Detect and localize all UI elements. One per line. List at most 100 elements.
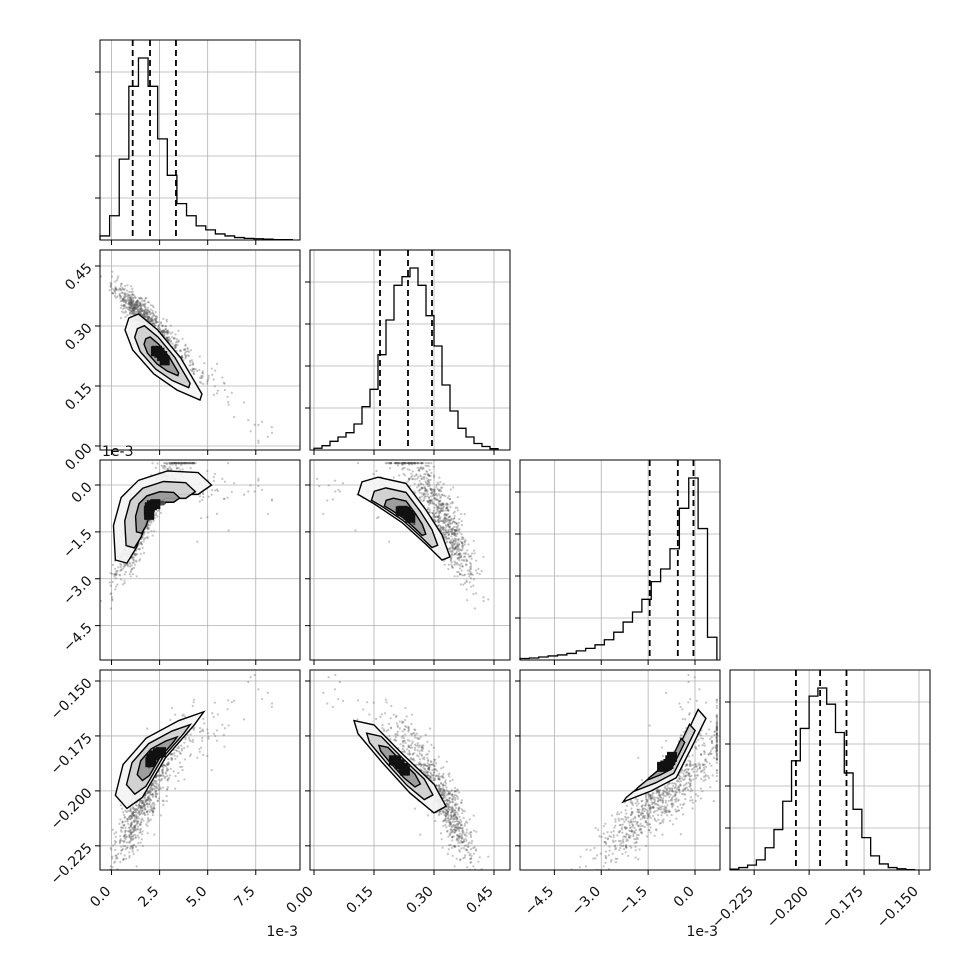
sample-point (128, 294, 131, 297)
sample-point (418, 467, 421, 470)
sample-point (165, 799, 168, 803)
sample-point (447, 567, 450, 571)
sample-point (411, 462, 414, 465)
sample-point (143, 807, 146, 810)
sample-point (413, 462, 416, 465)
sample-point (154, 789, 158, 792)
sample-point (422, 499, 426, 502)
sample-point (129, 816, 132, 819)
sample-point (451, 547, 454, 550)
sample-point (456, 797, 459, 800)
sample-point (442, 766, 445, 769)
sample-point (152, 801, 155, 804)
sample-point (382, 729, 386, 733)
sample-point (177, 462, 180, 465)
sample-point (467, 543, 470, 546)
sample-point (624, 809, 627, 812)
y-tick-label: 0.15 (62, 380, 95, 413)
sample-point (431, 490, 434, 493)
sample-point (230, 701, 233, 704)
sample-point (138, 547, 141, 551)
sample-point (649, 796, 652, 799)
sample-point (447, 534, 450, 537)
sample-point (450, 541, 453, 544)
sample-point (438, 503, 441, 506)
sample-point (142, 804, 145, 807)
sample-point (141, 809, 144, 812)
sample-point (140, 810, 143, 814)
sample-point (356, 718, 359, 721)
sample-point (437, 514, 441, 518)
sample-point (449, 547, 452, 551)
sample-point (454, 830, 457, 833)
sample-point (131, 812, 134, 815)
sample-point (651, 814, 655, 818)
sample-point (162, 803, 165, 806)
sample-point (109, 607, 113, 610)
sample-point (123, 839, 126, 843)
sample-point (450, 528, 453, 531)
sample-point (445, 531, 449, 534)
sample-point (453, 825, 456, 829)
sample-point (385, 701, 388, 704)
sample-point (433, 758, 436, 761)
sample-point (253, 423, 256, 426)
sample-point (160, 330, 163, 333)
sample-point (439, 509, 442, 512)
sample-point (403, 466, 406, 470)
sample-point (464, 539, 467, 542)
sample-point (174, 464, 178, 467)
sample-point (469, 567, 473, 570)
sample-point (469, 833, 473, 837)
sample-point (157, 775, 160, 778)
sample-point (414, 478, 417, 481)
sample-point (193, 462, 196, 465)
sample-point (136, 306, 139, 310)
sample-point (407, 745, 410, 748)
sample-point (145, 799, 149, 802)
sample-point (133, 843, 136, 847)
sample-point (457, 839, 460, 843)
sample-point (119, 578, 123, 581)
sample-point (388, 734, 391, 738)
sample-point (427, 767, 430, 770)
sample-point (189, 753, 192, 756)
sample-point (459, 556, 463, 559)
sample-point (186, 347, 189, 350)
sample-point (435, 483, 438, 487)
sample-point (120, 569, 123, 572)
sample-point (145, 527, 149, 530)
sample-point (159, 774, 162, 777)
sample-point (403, 751, 407, 754)
sample-point (147, 791, 150, 794)
sample-point (131, 845, 134, 848)
sample-point (428, 496, 431, 499)
sample-point (140, 818, 143, 821)
sample-point (187, 462, 191, 465)
sample-point (124, 848, 127, 851)
sample-point (439, 525, 442, 529)
y-tick-label: 0.0 (69, 479, 96, 506)
sample-point (403, 462, 407, 465)
sample-point (453, 796, 456, 799)
sample-point (468, 841, 471, 844)
sample-point (122, 844, 125, 847)
sample-point (147, 817, 150, 820)
sample-point (439, 790, 442, 793)
sample-point (242, 401, 246, 404)
sample-point (139, 821, 143, 824)
sample-point (437, 514, 441, 517)
sample-point (140, 799, 143, 803)
sample-point (463, 824, 466, 827)
sample-point (189, 363, 192, 366)
sample-point (430, 772, 433, 775)
sample-point (179, 349, 182, 352)
sample-point (108, 289, 111, 292)
sample-point (198, 750, 201, 753)
sample-point (165, 794, 168, 798)
sample-point (394, 462, 397, 465)
sample-point (434, 516, 438, 519)
sample-point (192, 362, 195, 366)
sample-point (428, 499, 431, 503)
sample-point (441, 846, 444, 849)
